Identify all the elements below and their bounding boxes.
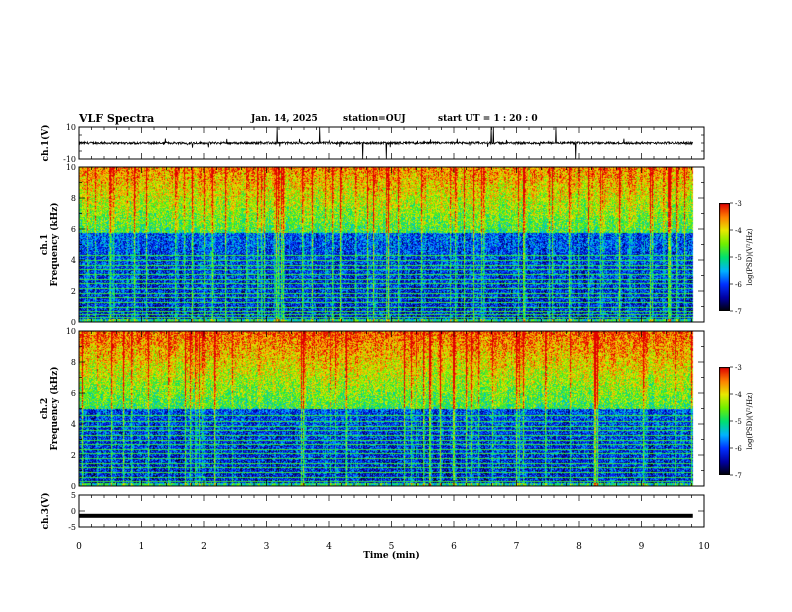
x-axis: 0 1 2 3 4 5 6 7 8 9 10 Time (min) <box>76 542 710 561</box>
y-axis-label: ch.1(V) <box>40 125 51 162</box>
colorbar-tick-label: -7 <box>735 308 742 316</box>
colorbar-tick-label: -7 <box>735 472 742 480</box>
date-label: Jan. 14, 2025 <box>251 114 318 124</box>
y-tick-label: 10 <box>66 123 76 132</box>
y-tick-label: 8 <box>71 194 76 203</box>
y-axis-label-line: Frequency (kHz) <box>49 366 60 450</box>
y-axis-label-line: Frequency (kHz) <box>49 202 60 286</box>
x-tick-label: 7 <box>514 542 520 552</box>
x-tick-label: 0 <box>76 542 82 552</box>
colorbar-tick-label: -5 <box>735 254 742 262</box>
y-tick-label: 2 <box>71 451 76 460</box>
ch2-colorbar <box>719 367 730 475</box>
y-tick-label: 5 <box>71 491 76 500</box>
y-axis-label-line: ch.2 <box>40 398 50 419</box>
y-tick-label: 4 <box>71 256 76 265</box>
y-tick-label: 0 <box>71 507 76 516</box>
colorbar-tick-label: -3 <box>735 200 742 208</box>
y-tick-label: 8 <box>71 358 76 367</box>
colorbar-tick-label: -6 <box>735 281 742 289</box>
x-tick-label: 4 <box>326 542 332 552</box>
colorbar-tick-label: -4 <box>735 391 742 399</box>
y-tick-label: 4 <box>71 420 76 429</box>
colorbar-label: log(PSD)(V²/Hz) <box>746 228 754 285</box>
y-tick-label: 10 <box>66 163 76 172</box>
x-tick-label: 8 <box>576 542 582 552</box>
y-tick-label: 0 <box>71 318 76 327</box>
y-axis-label-line: ch.3(V) <box>40 493 51 530</box>
y-tick-label: 6 <box>71 389 76 398</box>
panel-border <box>78 166 705 323</box>
panel-border <box>78 330 705 487</box>
colorbar-tick-label: -3 <box>735 364 742 372</box>
y-axis-label: ch.3(V) <box>40 493 51 530</box>
y-tick-label: 0 <box>71 482 76 491</box>
y-axis-label: ch.1Frequency (kHz) <box>40 202 60 286</box>
x-tick-label: 6 <box>451 542 457 552</box>
y-axis-label-line: ch.1 <box>40 234 50 255</box>
station-label: station=OUJ <box>343 114 406 124</box>
y-tick-label: -10 <box>63 155 76 164</box>
y-axis-label: ch.2Frequency (kHz) <box>40 366 60 450</box>
ch3-trace <box>79 513 693 518</box>
ch2-spectrogram <box>79 331 704 486</box>
y-axis-label-line: ch.1(V) <box>40 125 51 162</box>
x-axis-label: Time (min) <box>363 550 420 561</box>
y-tick-label: 6 <box>71 225 76 234</box>
colorbar-tick-label: -5 <box>735 418 742 426</box>
colorbar-label: log(PSD)(V²/Hz) <box>746 392 754 449</box>
colorbar-tick-label: -6 <box>735 445 742 453</box>
y-tick-label: 2 <box>71 287 76 296</box>
x-tick-label: 3 <box>264 542 270 552</box>
start-ut-label: start UT = 1 : 20 : 0 <box>438 114 538 124</box>
colorbar-tick-label: -4 <box>735 227 742 235</box>
ch1-trace <box>78 126 694 160</box>
colorbar-2-labels: -3 -4 -5 -6 -7 log(PSD)(V²/Hz) <box>730 364 754 480</box>
panel-4-frame: 5 0 -5 ch.3(V) <box>40 491 705 532</box>
x-tick-label: 10 <box>698 542 710 552</box>
colorbar-1-labels: -3 -4 -5 -6 -7 log(PSD)(V²/Hz) <box>730 200 754 316</box>
x-tick-label: 1 <box>139 542 145 552</box>
ch1-spectrogram <box>79 167 704 322</box>
panel-2-frame: 0 2 4 6 8 10 ch.1Frequency (kHz) <box>40 163 705 327</box>
y-tick-label: 10 <box>66 327 76 336</box>
x-tick-label: 9 <box>639 542 645 552</box>
x-tick-label: 5 <box>389 542 395 552</box>
panel-3-frame: 0 2 4 6 8 10 ch.2Frequency (kHz) <box>40 327 705 491</box>
x-tick-label: 2 <box>201 542 207 552</box>
panel-1-frame: 10 -10 ch.1(V) <box>40 123 705 164</box>
y-tick-label: -5 <box>68 523 76 532</box>
ch1-colorbar <box>719 203 730 311</box>
chart-title: VLF Spectra <box>79 112 155 125</box>
